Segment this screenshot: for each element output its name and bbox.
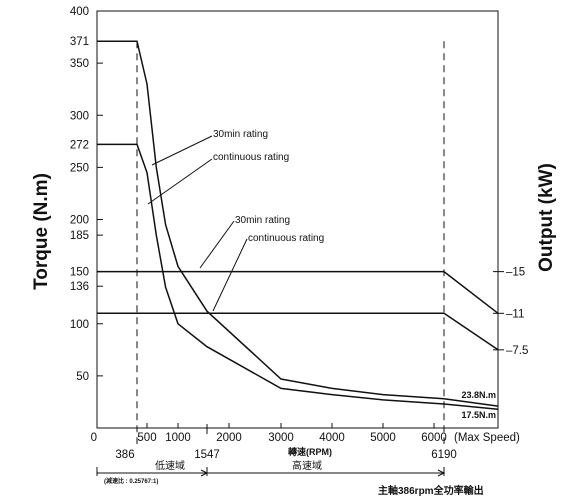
- series-output-30min: [97, 270, 499, 314]
- y-left-tick-label: 300: [70, 110, 89, 122]
- y-left-tick-label: 200: [70, 215, 89, 227]
- y-left-tick-label: 400: [70, 6, 89, 18]
- high-speed-range-label: 高速域: [292, 459, 322, 472]
- annotation-30min-output: 30min rating: [235, 215, 290, 226]
- series-torque-continuous: [97, 143, 499, 410]
- series-lines: [97, 40, 499, 410]
- x-tick-label: 6000: [421, 432, 447, 444]
- chart-labels: 50 100 136 150 185 200 250 272 300 350 371 400 –15 –1…: [31, 6, 557, 497]
- annotation-continuous-output: continuous rating: [248, 233, 324, 244]
- plot-frame: [96, 10, 499, 429]
- x-axis-title: 轉速(RPM): [288, 446, 332, 457]
- y-left-tick-label: 272: [70, 139, 89, 151]
- annotation-leaders: [147, 135, 248, 312]
- annotation-leader: [151, 135, 213, 166]
- y-right-tick-label: –7.5: [506, 345, 528, 357]
- x-tick-label: 3000: [268, 432, 294, 444]
- x-tick-label: 5000: [370, 432, 396, 444]
- max-speed-label: (Max Speed): [454, 432, 520, 444]
- y-left-axis-title: Torque (N.m): [31, 173, 52, 290]
- low-speed-range-label: 低速域: [155, 459, 185, 472]
- y-right-tick-label: –15: [506, 267, 525, 279]
- range-arrow: [200, 469, 209, 477]
- x-extra-label: 386: [115, 449, 134, 461]
- y-right-tick-label: –11: [506, 308, 524, 320]
- footnote: 主軸386rpm全功率輸出: [378, 484, 484, 497]
- annotation-leader: [212, 238, 248, 312]
- x-extra-label: 1547: [194, 449, 220, 461]
- x-tick-label: 0: [91, 432, 97, 444]
- y-left-tick-label: 185: [70, 230, 89, 242]
- x-tick-label: 4000: [319, 432, 345, 444]
- series-torque-30min: [97, 40, 499, 407]
- x-tick-label: 1000: [165, 432, 191, 444]
- annotation-30min-torque: 30min rating: [213, 129, 268, 140]
- ratio-note: (減速比 : 0.25767:1): [104, 477, 158, 485]
- y-left-tick-label: 136: [70, 281, 89, 293]
- annotation-leader: [199, 220, 235, 269]
- range-arrow: [437, 469, 446, 477]
- x-tick-label: 2000: [216, 432, 242, 444]
- y-left-tick-label: 250: [70, 162, 89, 174]
- y-left-tick-label: 50: [76, 371, 89, 383]
- series-output-continuous: [97, 312, 499, 351]
- x-extra-label: 6190: [431, 449, 457, 461]
- y-left-tick-label: 350: [70, 58, 89, 70]
- y-right-axis-title: Output (kW): [536, 163, 557, 272]
- annotation-continuous-torque: continuous rating: [213, 152, 289, 163]
- y-left-tick-label: 100: [70, 319, 89, 331]
- x-tick-label: 500: [137, 432, 156, 444]
- y-left-tick-label: 371: [70, 36, 89, 48]
- annotation-leader: [147, 158, 213, 205]
- y-left-tick-label: 150: [70, 267, 89, 279]
- annotation-end-continuous: 17.5N.m: [461, 410, 496, 420]
- annotation-end-30min: 23.8N.m: [461, 390, 496, 400]
